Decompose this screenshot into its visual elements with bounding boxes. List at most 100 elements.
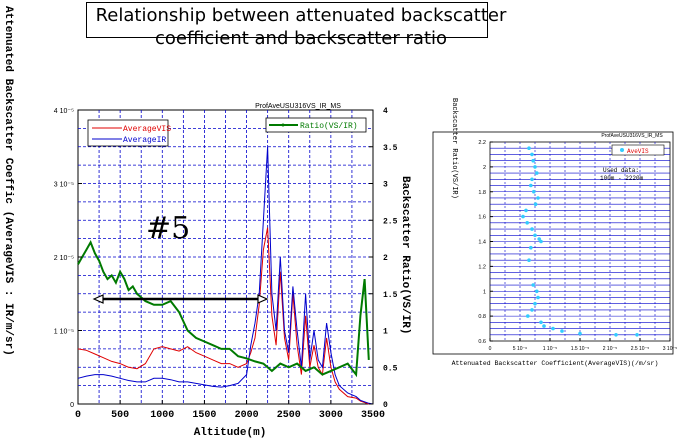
main-y-left-tick-label: 1 10⁻⁵ — [54, 329, 74, 336]
main-x-tick-label: 3000 — [319, 410, 343, 421]
main-y-right-tick-label: 1.5 — [383, 291, 398, 300]
small-x-tick-label: 3 10⁻⁵ — [663, 346, 677, 352]
scatter-point — [529, 245, 533, 250]
scatter-point — [578, 331, 582, 336]
legend-ratio-marker — [281, 123, 285, 127]
scatter-point — [536, 196, 540, 200]
scatter-point — [537, 237, 541, 241]
scatter-point — [524, 208, 528, 213]
small-y-tick-label: 2 — [483, 165, 486, 171]
small-chart-background — [432, 131, 674, 355]
scatter-point — [560, 329, 564, 333]
main-y-right-tick-label: 3.5 — [383, 144, 398, 153]
main-x-tick-label: 0 — [75, 410, 81, 421]
main-y-right-tick-label: 4 — [383, 107, 388, 116]
main-y-left-tick-label: 0 — [70, 402, 74, 409]
scatter-point — [532, 189, 536, 194]
scatter-point — [525, 221, 529, 225]
main-x-tick-label: 3500 — [361, 410, 385, 421]
scatter-point — [530, 177, 534, 182]
small-y-tick-label: 0.8 — [478, 314, 486, 320]
title-box — [86, 2, 488, 38]
small-annotation-line2: 100m - 2220m — [600, 175, 644, 182]
main-y-left-tick-label: 2 10⁻⁵ — [54, 255, 74, 262]
main-y-right-tick-label: 0 — [383, 401, 388, 410]
small-x-tick-label: 1.5 10⁻⁵ — [571, 346, 590, 352]
small-axes: 0 5 10⁻⁶ 1 10⁻⁵ 1.5 10⁻⁵ 2 10⁻⁵ 2.5 10⁻⁵ 3 10⁻… — [478, 140, 677, 352]
main-right-axis-label: Backscatter Ratio(VS/IR) — [399, 176, 411, 334]
legend-right-box — [265, 117, 367, 133]
main-y-right-tick-label: 2 — [383, 254, 388, 263]
scatter-point — [530, 227, 534, 231]
main-x-tick-label: 500 — [111, 410, 129, 421]
annotation-number: #5 — [146, 211, 190, 246]
scatter-point — [533, 202, 538, 206]
small-y-tick-label: 1 — [483, 289, 486, 295]
scatter-point — [530, 152, 534, 157]
scatter-point — [530, 308, 534, 312]
main-chart-title: ProfAveUSU316VS_IR_MS — [255, 103, 341, 110]
scatter-point — [536, 295, 540, 300]
small-x-axis-label: Attenuated Backscatter Coefficient(Avera… — [452, 360, 659, 367]
legend-ir-label: AverageIR — [123, 136, 166, 145]
annotation-arrowhead-left — [92, 294, 104, 304]
scatter-point — [527, 258, 531, 263]
small-legend-box — [611, 144, 665, 156]
small-y-tick-label: 1.2 — [478, 264, 486, 270]
scatter-point — [529, 183, 533, 188]
scatter-point — [533, 233, 537, 238]
main-y-left-tick-label: 3 10⁻⁵ — [54, 182, 74, 189]
small-y-tick-label: 1.4 — [478, 240, 486, 246]
scatter-point — [527, 146, 531, 150]
main-legend-right: Ratio(VS/IR) — [265, 117, 367, 133]
small-grid — [490, 142, 670, 341]
main-x-tick-label: 2500 — [277, 410, 301, 421]
main-x-tick-label: 2000 — [235, 410, 259, 421]
scatter-point — [542, 324, 546, 328]
legend-left-box — [87, 119, 169, 147]
scatter-point — [614, 333, 618, 337]
small-series — [521, 146, 639, 337]
main-left-axis-label: Attenuated Backscatter Coeffic (AverageV… — [2, 6, 14, 356]
slide-title: Relationship between attenuated backscat… — [95, 5, 507, 49]
main-y-left-tick-label: 4 10⁻⁵ — [54, 108, 74, 115]
scatter-point — [526, 314, 530, 318]
small-x-tick-label: 0 — [489, 346, 492, 352]
legend-ratio-label: Ratio(VS/IR) — [300, 122, 358, 131]
main-x-tick-label: 1000 — [150, 410, 174, 421]
main-y-right-tick-label: 1 — [383, 328, 388, 337]
scatter-point — [521, 214, 525, 219]
main-grid — [78, 110, 373, 404]
small-y-tick-label: 1.8 — [478, 190, 486, 196]
series-line-averageir — [77, 146, 374, 405]
scatter-point — [635, 333, 639, 337]
scatter-point — [531, 158, 535, 163]
series-line-ratio-vs-ir — [77, 239, 370, 378]
scatter-point — [533, 301, 537, 306]
series-line-averagevis — [77, 227, 373, 405]
main-plot-frame — [77, 109, 374, 405]
small-chart-title: ProfAveUSU316VS_IR_MS — [601, 133, 663, 139]
small-legend-marker — [620, 148, 624, 152]
main-y-right-tick-label: 2.5 — [383, 217, 398, 226]
small-chart: 0 5 10⁻⁶ 1 10⁻⁵ 1.5 10⁻⁵ 2 10⁻⁵ 2.5 10⁻⁵ 3 10⁻… — [432, 98, 677, 367]
scatter-point — [539, 239, 543, 244]
small-plot-frame — [489, 141, 671, 342]
main-y-right-tick-label: 0.5 — [383, 364, 398, 373]
main-legend-left: AverageVIS AverageIR — [87, 119, 171, 147]
scatter-point — [535, 171, 539, 175]
small-annotation-line1: Used data: — [603, 167, 639, 174]
small-x-tick-label: 2.5 10⁻⁵ — [631, 346, 650, 352]
small-x-tick-label: 1 10⁻⁵ — [543, 346, 557, 352]
main-y-right-tick-label: 3 — [383, 181, 388, 190]
small-y-axis-label: Backscatter Ratio(VS/IR) — [450, 98, 458, 199]
main-series — [77, 146, 374, 405]
small-legend-label: AveVIS — [627, 148, 649, 155]
main-x-tick-label: 1500 — [192, 410, 216, 421]
scatter-point — [535, 289, 539, 294]
small-y-tick-label: 2.2 — [478, 140, 486, 146]
scatter-point — [539, 320, 543, 325]
